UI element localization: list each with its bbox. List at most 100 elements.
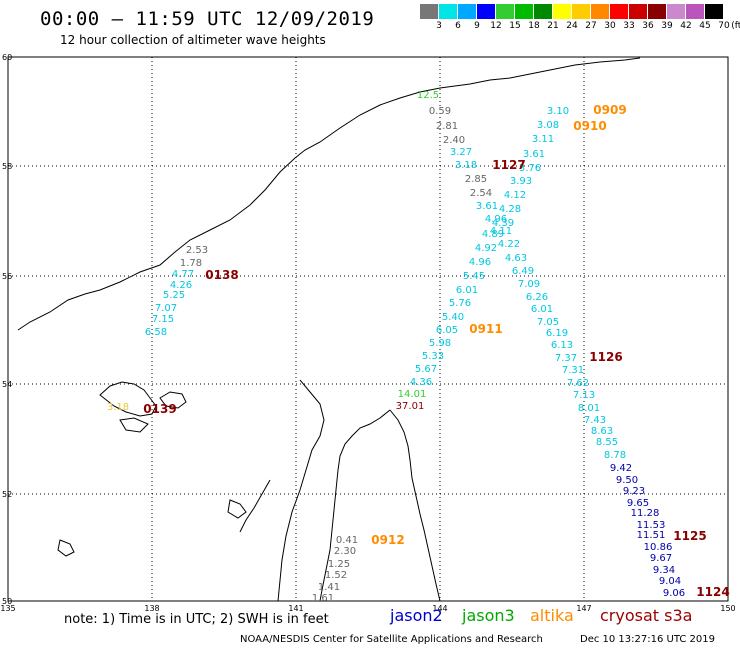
wave-height-value: 3.18: [107, 402, 129, 413]
wave-height-value: 14.01: [398, 389, 427, 400]
pass-time-label: 0911: [469, 322, 502, 336]
latitude-label: 60: [2, 53, 12, 62]
credit-line: NOAA/NESDIS Center for Satellite Applica…: [240, 634, 543, 645]
wave-height-value: 4.89: [482, 229, 504, 240]
wave-height-value: 9.34: [653, 565, 675, 576]
wave-height-value: 1.41: [318, 582, 340, 593]
wave-height-value: 3.27: [450, 147, 472, 158]
wave-height-value: 9.06: [663, 588, 685, 599]
legend-label: 12: [490, 21, 502, 31]
legend-label: 21: [547, 21, 559, 31]
wave-height-value: 11.51: [637, 530, 666, 541]
wave-height-value: 4.12: [504, 190, 526, 201]
wave-height-value: 9.67: [650, 553, 672, 564]
legend-swatch: [515, 4, 533, 19]
longitude-label: 144: [432, 604, 447, 613]
wave-height-value: 4.22: [498, 239, 520, 250]
wave-height-value: 6.01: [531, 304, 553, 315]
wave-height-value: 3.08: [537, 120, 559, 131]
wave-height-value: 9.50: [616, 475, 638, 486]
wave-height-value: 2.30: [334, 546, 356, 557]
wave-height-value: 4.36: [410, 377, 432, 388]
pass-time-label: 0138: [205, 268, 238, 282]
generation-timestamp: Dec 10 13:27:16 UTC 2019: [580, 634, 715, 645]
wave-height-value: 3.93: [510, 176, 532, 187]
legend-swatch: [439, 4, 457, 19]
legend-label: 30: [604, 21, 616, 31]
map-subtitle: 12 hour collection of altimeter wave hei…: [60, 33, 326, 47]
wave-height-value: 7.31: [562, 365, 584, 376]
pass-time-label: 1127: [492, 158, 525, 172]
wave-height-value: 1.61: [312, 593, 334, 604]
latitude-label: 50: [2, 597, 12, 606]
legend-swatch: [591, 4, 609, 19]
wave-height-value: 5.45: [463, 271, 485, 282]
latitude-label: 58: [2, 162, 12, 171]
legend-swatch: [534, 4, 552, 19]
pass-time-label: 0139: [143, 402, 176, 416]
wave-height-value: 4.28: [499, 204, 521, 215]
legend-swatch: [553, 4, 571, 19]
legend-label: 36: [642, 21, 654, 31]
satellite-name: jason3: [462, 606, 515, 625]
satellite-name: cryosat s3a: [600, 606, 693, 625]
wave-height-value: 8.63: [591, 426, 613, 437]
wave-height-value: 2.54: [470, 188, 492, 199]
latitude-label: 52: [2, 490, 12, 499]
wave-height-value: 3.76: [519, 163, 541, 174]
wave-height-value: 3.10: [547, 106, 569, 117]
longitude-label: 141: [288, 604, 303, 613]
satellite-name: altika: [530, 606, 574, 625]
wave-height-value: 5.40: [442, 312, 464, 323]
wave-height-value: 7.43: [584, 415, 606, 426]
legend-swatch: [686, 4, 704, 19]
wave-height-value: 6.49: [512, 266, 534, 277]
pass-time-label: 1126: [589, 350, 622, 364]
legend-label: 18: [528, 21, 540, 31]
legend-label: 42: [680, 21, 692, 31]
wave-height-value: 6.13: [551, 340, 573, 351]
wave-height-value: 7.07: [155, 303, 177, 314]
graticule: [8, 57, 728, 601]
map-frame: [7, 56, 729, 602]
coastline: [17, 57, 641, 602]
wave-height-value: 7.13: [573, 390, 595, 401]
wave-height-value: 4.26: [170, 280, 192, 291]
latitude-label: 56: [2, 272, 12, 281]
wave-height-value: 9.04: [659, 576, 681, 587]
wave-height-value: 2.81: [436, 121, 458, 132]
legend-swatch: [667, 4, 685, 19]
wave-height-value: 3.18: [455, 160, 477, 171]
wave-height-value: 6.01: [456, 285, 478, 296]
wave-height-value: 7.15: [152, 314, 174, 325]
wave-height-value: 9.42: [610, 463, 632, 474]
longitude-label: 150: [720, 604, 735, 613]
wave-height-value: 7.37: [555, 353, 577, 364]
latitude-label: 54: [2, 380, 12, 389]
legend-swatch: [705, 4, 723, 19]
latitude-labels: 60 58 56 54 52 50: [2, 53, 12, 606]
legend-swatch: [496, 4, 514, 19]
longitude-label: 138: [144, 604, 159, 613]
wave-height-value: 3.11: [532, 134, 554, 145]
legend-swatch: [629, 4, 647, 19]
wave-height-value: 6.58: [145, 327, 167, 338]
legend-label: 39: [661, 21, 673, 31]
wave-height-value: 4.39: [492, 218, 514, 229]
wave-height-value: 4.96: [485, 214, 507, 225]
wave-height-value: 6.19: [546, 328, 568, 339]
wave-height-value: 7.05: [537, 317, 559, 328]
wave-height-value: 6.26: [526, 292, 548, 303]
wave-height-value: 7.62: [567, 378, 589, 389]
wave-height-value: 3.61: [523, 149, 545, 160]
wave-height-value: 6.05: [436, 325, 458, 336]
legend-swatch: [572, 4, 590, 19]
wave-height-value: 1.25: [328, 559, 350, 570]
legend-label: 3: [436, 21, 442, 31]
wave-height-value: 11.53: [637, 520, 666, 531]
wave-height-value: 8.55: [596, 437, 618, 448]
wave-height-value: 9.23: [623, 486, 645, 497]
wave-height-value: 8.78: [604, 450, 626, 461]
wave-height-observations: 12.5 0.59 2.81 2.403.27 3.18 2.85 2.54 3.61 4.96…: [107, 90, 685, 604]
